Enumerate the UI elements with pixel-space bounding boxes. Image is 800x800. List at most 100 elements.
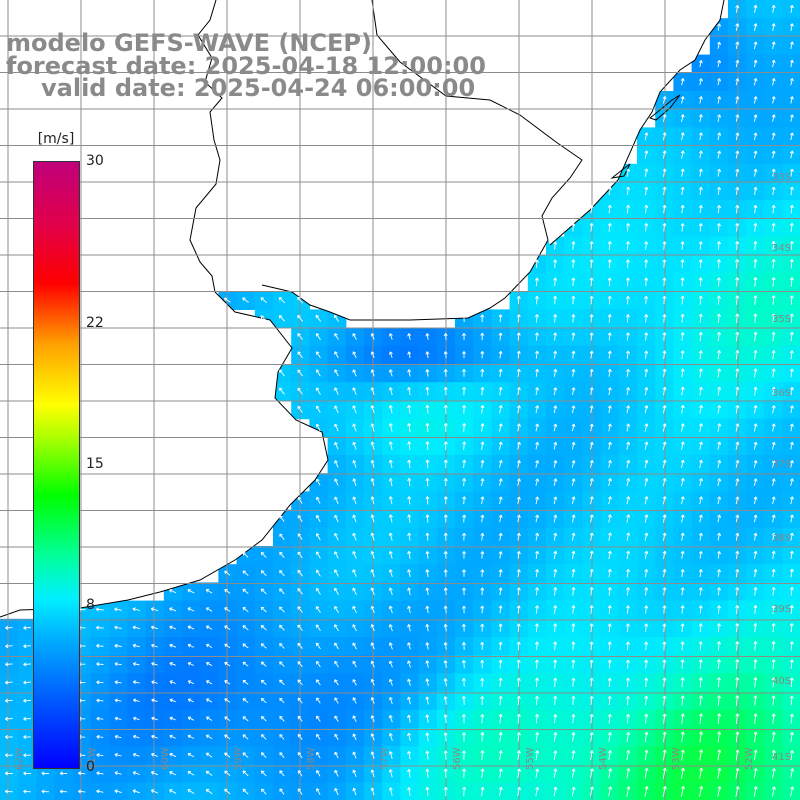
wind-arrow — [626, 532, 631, 541]
wind-arrow — [242, 625, 249, 631]
wind-speed-cell — [546, 436, 565, 456]
wind-arrow — [388, 569, 393, 578]
wind-arrow — [644, 514, 649, 523]
wind-arrow — [753, 550, 758, 559]
wind-speed-cell — [728, 455, 747, 474]
wind-arrow — [753, 114, 758, 122]
wind-arrow — [680, 332, 685, 341]
wind-speed-cell — [600, 509, 620, 529]
wind-arrow — [352, 460, 357, 468]
wind-arrow — [662, 259, 667, 268]
wind-arrow — [789, 623, 794, 633]
wind-arrow — [315, 679, 321, 686]
wind-arrow — [334, 679, 339, 686]
wind-arrow — [735, 441, 740, 450]
wind-arrow — [443, 587, 448, 596]
wind-arrow — [535, 460, 540, 468]
wind-arrow — [498, 569, 503, 577]
wind-arrow — [316, 733, 321, 741]
wind-arrow — [662, 713, 667, 724]
wind-arrow — [480, 551, 485, 559]
wind-arrow — [698, 96, 703, 104]
wind-arrow — [753, 605, 758, 614]
wind-speed-cell — [491, 527, 511, 547]
wind-arrow — [425, 551, 430, 559]
wind-arrow — [698, 641, 703, 651]
wind-arrow — [571, 550, 576, 559]
wind-arrow — [498, 314, 503, 323]
wind-arrow — [516, 423, 521, 432]
wind-arrow — [297, 770, 303, 777]
wind-arrow — [352, 605, 357, 614]
wind-arrow — [352, 423, 357, 432]
wind-speed-cell — [673, 546, 693, 565]
wind-arrow — [425, 333, 430, 340]
wind-arrow — [753, 460, 758, 468]
wind-arrow — [96, 789, 104, 794]
latitude-label: 35S — [772, 314, 791, 325]
wind-arrow — [644, 568, 649, 578]
wind-arrow — [717, 641, 721, 651]
wind-arrow — [224, 734, 231, 740]
wind-arrow — [626, 368, 631, 377]
wind-arrow — [607, 387, 612, 395]
wind-arrow — [571, 496, 576, 505]
wind-arrow — [443, 333, 448, 340]
wind-arrow — [771, 150, 776, 159]
wind-arrow — [589, 223, 594, 232]
wind-speed-cell — [746, 455, 765, 474]
wind-arrow — [589, 441, 594, 450]
wind-arrow — [607, 550, 612, 560]
wind-arrow — [644, 587, 649, 596]
wind-arrow — [407, 532, 412, 541]
wind-arrow — [315, 423, 321, 432]
wind-arrow — [753, 423, 758, 432]
wind-arrow — [553, 277, 558, 287]
wind-arrow — [498, 786, 503, 797]
wind-arrow — [205, 716, 213, 721]
wind-arrow — [407, 333, 412, 340]
wind-speed-cell — [709, 36, 729, 56]
wind-arrow — [516, 695, 521, 706]
wind-arrow — [753, 350, 758, 360]
wind-speed-cell — [728, 182, 747, 201]
wind-arrow — [644, 423, 649, 432]
wind-arrow — [389, 351, 393, 358]
wind-arrow — [150, 771, 159, 776]
wind-arrow — [589, 786, 594, 797]
wind-arrow — [370, 678, 375, 686]
wind-arrow — [407, 550, 412, 559]
wind-speed-cell — [600, 564, 620, 583]
wind-arrow — [662, 96, 667, 104]
wind-arrow — [23, 771, 31, 776]
wind-arrow — [662, 587, 667, 596]
wind-arrow — [279, 734, 285, 740]
wind-arrow — [608, 786, 613, 797]
wind-speed-cell — [618, 364, 638, 383]
wind-speed-cell — [709, 491, 729, 511]
wind-arrow — [753, 313, 758, 324]
wind-arrow — [407, 404, 412, 414]
wind-arrow — [789, 350, 794, 360]
wind-arrow — [5, 680, 13, 685]
wind-arrow — [680, 695, 685, 706]
longitude-label: 61W — [87, 747, 98, 770]
wind-arrow — [242, 734, 249, 740]
wind-arrow — [242, 552, 249, 558]
coastline-south-america — [0, 0, 329, 618]
wind-speed-cell — [564, 491, 583, 511]
wind-speed-cell — [728, 364, 747, 383]
longitude-label: 62W — [14, 747, 25, 770]
wind-arrow — [662, 605, 667, 614]
wind-arrow — [717, 695, 722, 706]
wind-arrow — [607, 204, 612, 214]
wind-arrow — [388, 514, 393, 523]
wind-arrow — [462, 423, 467, 432]
wind-arrow — [132, 771, 140, 775]
wind-speed-cell — [764, 18, 784, 37]
wind-arrow — [260, 315, 268, 322]
wind-arrow — [334, 660, 339, 668]
wind-speed-cell — [691, 418, 711, 438]
wind-arrow — [425, 569, 430, 577]
